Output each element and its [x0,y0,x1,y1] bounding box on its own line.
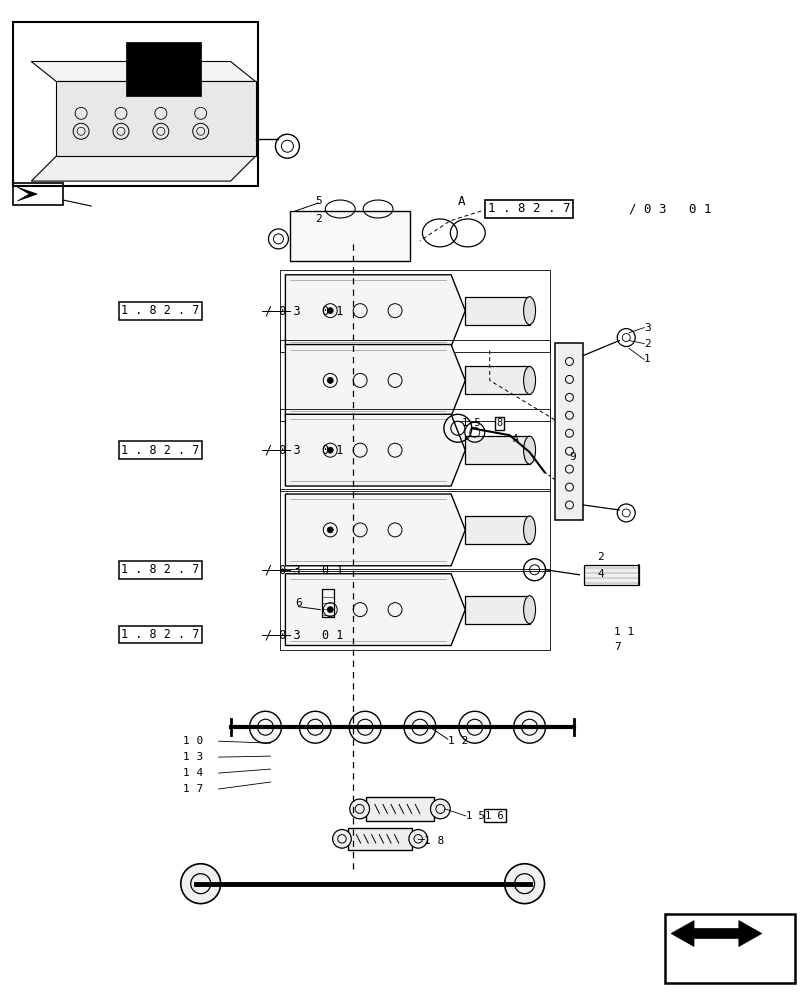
Bar [13,22,257,186]
Text: / 0 3   0 1: / 0 3 0 1 [265,563,343,576]
Polygon shape [285,494,465,566]
Circle shape [327,527,333,533]
Circle shape [513,711,545,743]
Bar [322,589,334,617]
Circle shape [327,447,333,453]
Text: 1 6: 1 6 [485,811,504,821]
Text: 2: 2 [315,214,321,224]
Bar [13,183,63,205]
Text: 1 7: 1 7 [182,784,203,794]
Text: 1 . 8 2 . 7: 1 . 8 2 . 7 [121,628,200,641]
Bar [664,914,794,983]
Text: 2: 2 [597,552,603,562]
Text: 1 4: 1 4 [182,768,203,778]
Text: 1 5: 1 5 [461,418,480,428]
Text: 1 . 8 2 . 7: 1 . 8 2 . 7 [487,202,569,215]
Polygon shape [285,574,465,646]
Ellipse shape [523,366,535,394]
Bar [280,569,549,650]
Text: 1 5: 1 5 [466,811,484,821]
Text: 5: 5 [315,196,321,206]
Bar [464,516,529,544]
Text: 1 . 8 2 . 7: 1 . 8 2 . 7 [121,444,200,457]
Text: 1 3: 1 3 [182,752,203,762]
Text: 1 . 8 2 . 7: 1 . 8 2 . 7 [121,563,200,576]
Ellipse shape [523,596,535,624]
Bar [347,828,412,850]
Bar [126,42,200,96]
Text: / 0 3   0 1: / 0 3 0 1 [265,304,343,317]
Circle shape [333,830,351,848]
Text: 3: 3 [643,323,650,333]
Circle shape [430,799,449,819]
Circle shape [409,830,427,848]
Circle shape [350,799,369,819]
Text: A: A [512,434,518,444]
Text: 6: 6 [294,598,302,608]
Text: 1 0: 1 0 [182,736,203,746]
Text: 7: 7 [614,642,620,652]
Circle shape [349,711,380,743]
Bar [464,596,529,624]
Circle shape [181,864,221,904]
Bar [280,489,549,571]
Text: 8: 8 [496,418,502,428]
Ellipse shape [523,436,535,464]
Polygon shape [32,156,255,181]
Bar [584,565,638,585]
Text: 2: 2 [643,339,650,349]
Polygon shape [56,81,255,156]
Text: A: A [457,195,465,208]
Polygon shape [285,345,465,416]
Circle shape [327,308,333,314]
Bar [280,409,549,491]
Text: 1: 1 [643,354,650,364]
Polygon shape [670,921,761,946]
Text: / 0 3   0 1: / 0 3 0 1 [265,628,343,641]
Circle shape [299,711,331,743]
Bar [555,343,582,520]
Circle shape [404,711,436,743]
Bar [280,270,549,352]
Text: 1 1: 1 1 [614,627,633,637]
Polygon shape [285,275,465,347]
Ellipse shape [523,516,535,544]
Circle shape [504,864,544,904]
Text: 1 2: 1 2 [448,736,467,746]
Text: / 0 3   0 1: / 0 3 0 1 [265,444,343,457]
Bar [464,366,529,394]
Circle shape [327,377,333,383]
Bar [290,211,410,261]
Text: 9: 9 [569,452,576,462]
Ellipse shape [523,297,535,325]
Text: 4: 4 [597,569,603,579]
Polygon shape [32,62,255,81]
Bar [464,297,529,325]
Bar [464,436,529,464]
Circle shape [458,711,490,743]
Text: / 0 3   0 1: / 0 3 0 1 [629,202,711,215]
Circle shape [249,711,281,743]
Polygon shape [17,187,37,201]
Bar [366,797,434,821]
Circle shape [327,607,333,613]
Bar [280,340,549,421]
Text: 1 . 8 2 . 7: 1 . 8 2 . 7 [121,304,200,317]
Text: 1 8: 1 8 [423,836,444,846]
Polygon shape [285,414,465,486]
